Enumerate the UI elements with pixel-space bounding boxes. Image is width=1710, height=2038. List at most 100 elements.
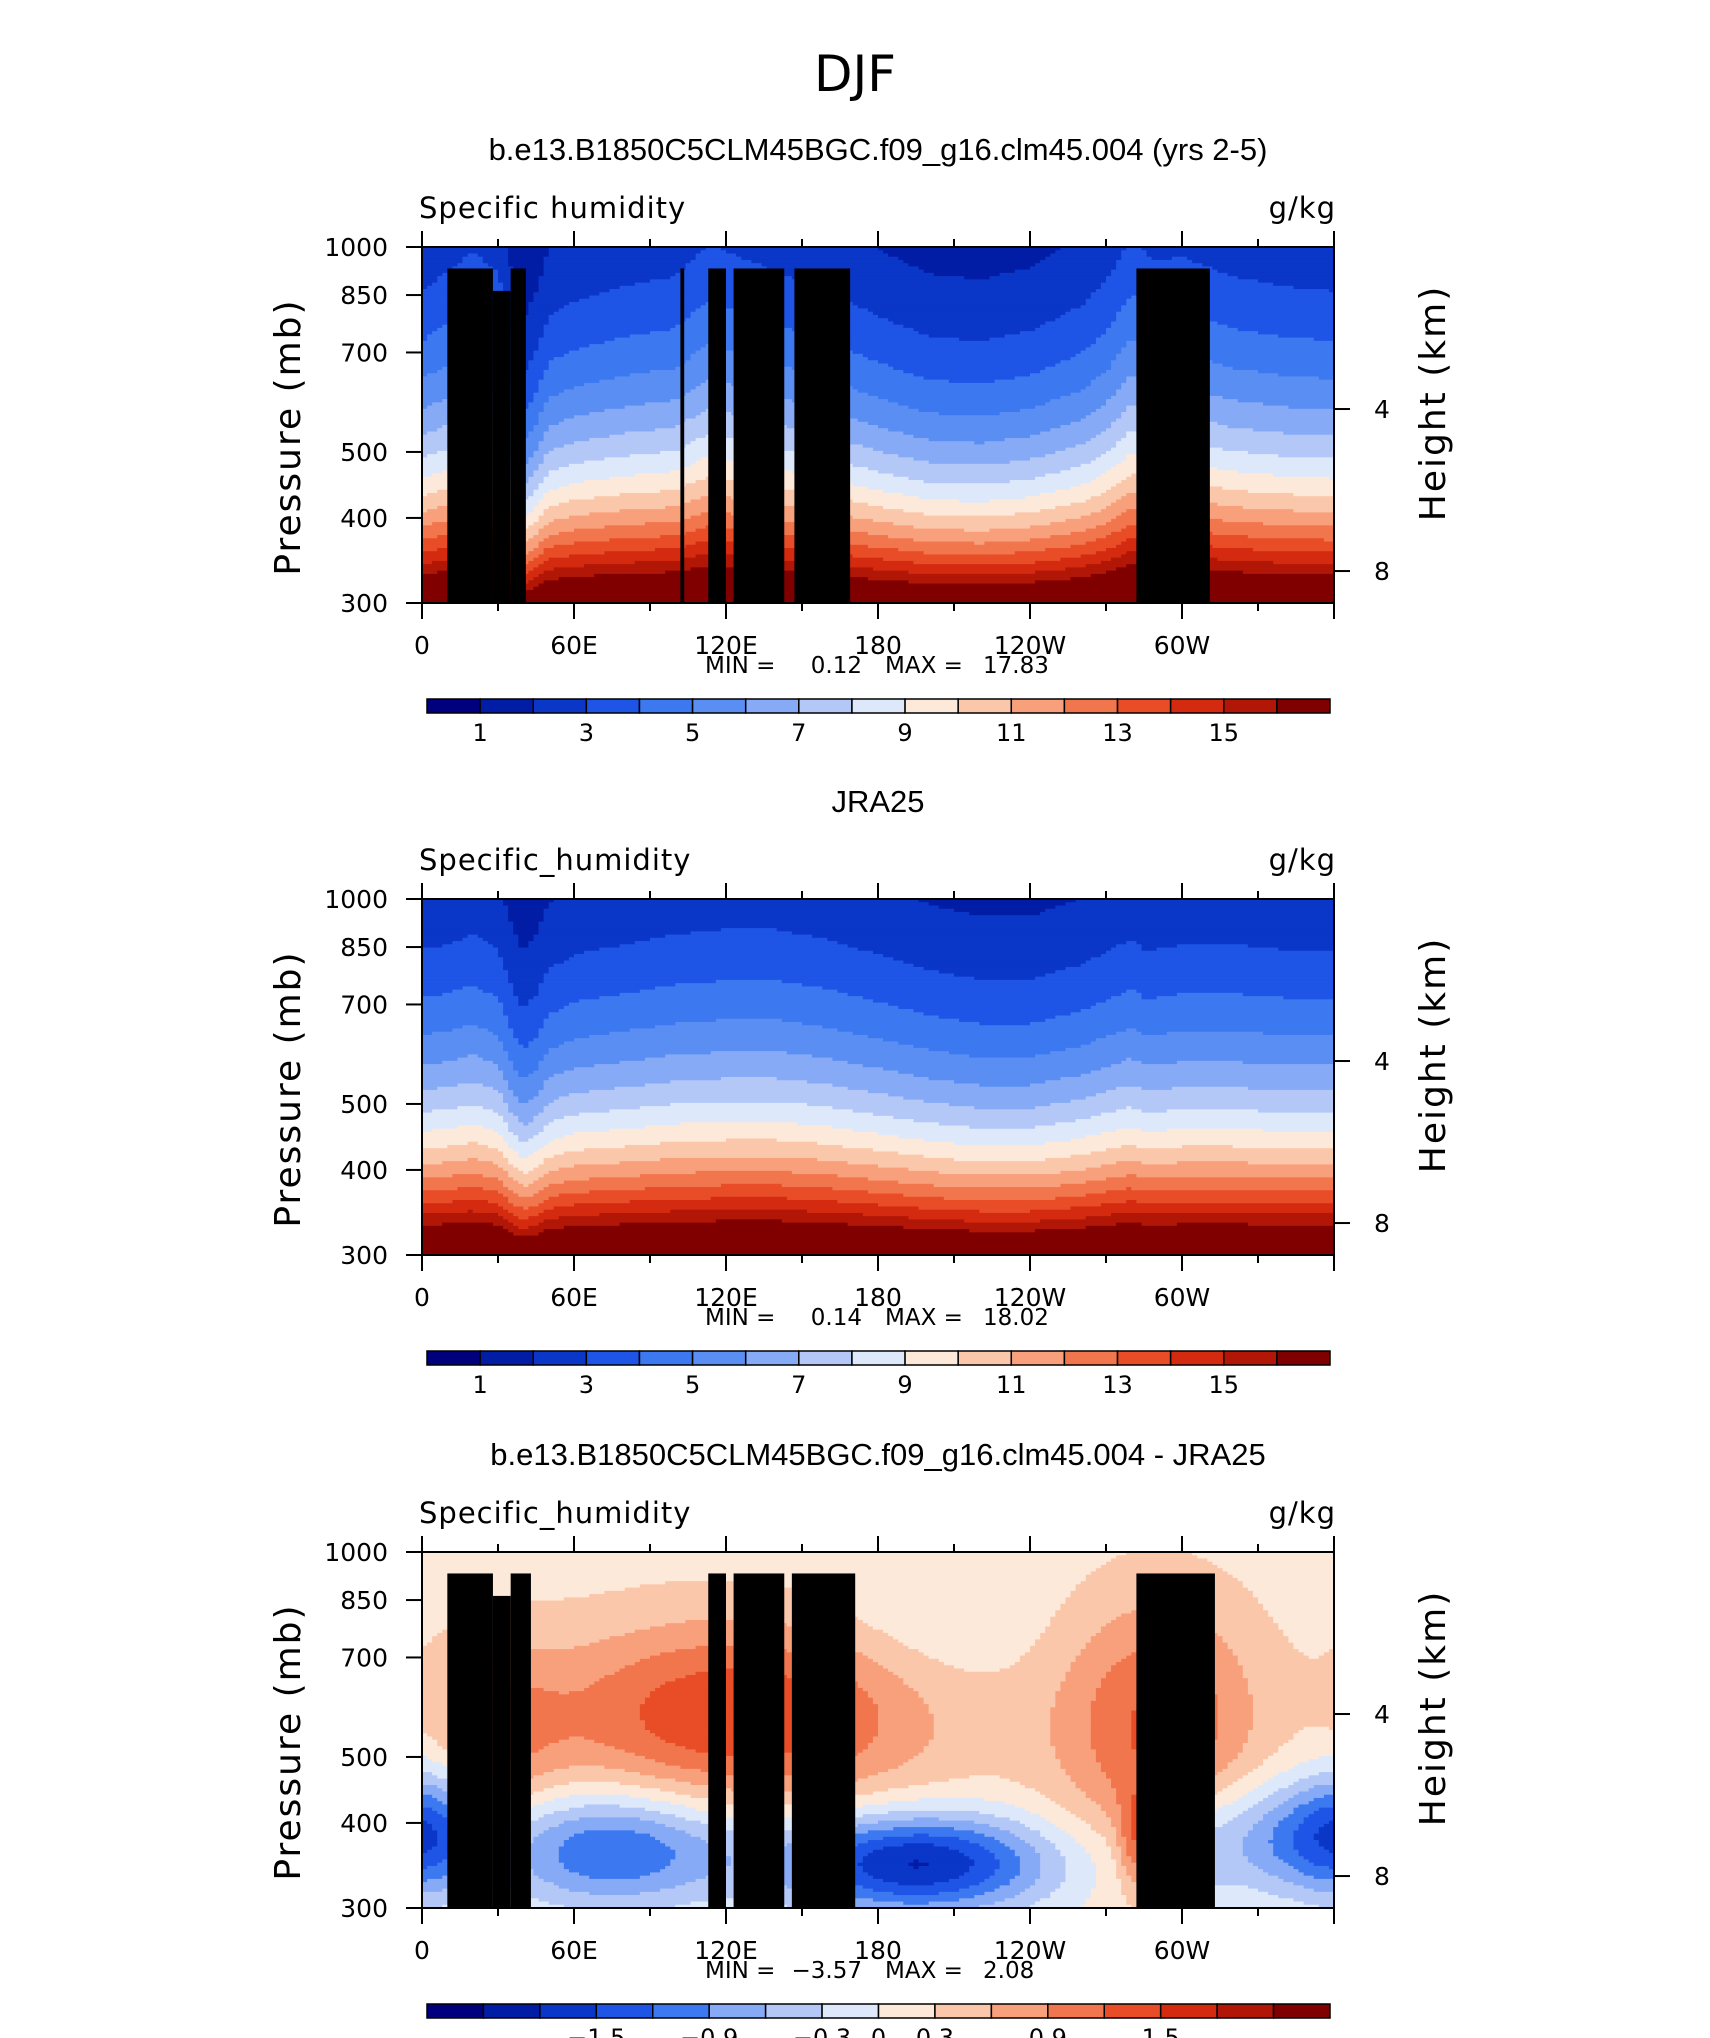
panels: b.e13.B1850C5CLM45BGC.f09_g16.clm45.004 … (268, 132, 1454, 2038)
chart-title: JRA25 (831, 784, 924, 819)
terrain-block (733, 1573, 785, 1908)
colorbar-label: 7 (791, 1371, 806, 1399)
colorbar-box (1276, 698, 1331, 714)
y-axis-title: Pressure (mb) (268, 950, 309, 1227)
chart-title: b.e13.B1850C5CLM45BGC.f09_g16.clm45.004 … (489, 132, 1268, 167)
colorbar-box (904, 698, 959, 714)
max-label: MAX = (885, 1958, 963, 1984)
colorbar-label: 11 (996, 719, 1027, 747)
colorbar-box (691, 1350, 747, 1366)
x-tick-label: 0 (414, 1936, 430, 1965)
terrain-block (492, 290, 511, 603)
colorbar-box (1169, 1350, 1225, 1366)
colorbar-box (934, 2003, 993, 2019)
terrain-block (680, 268, 685, 603)
colorbar-box (1116, 1350, 1172, 1366)
y-tick-label: 700 (340, 1643, 388, 1672)
x-tick-label: 180 (854, 631, 902, 660)
page-title: DJF (814, 45, 896, 103)
terrain-block (794, 268, 851, 603)
colorbar-box (1272, 2003, 1331, 2019)
y-tick-label: 500 (340, 1743, 388, 1772)
y-tick-label: 400 (340, 1809, 388, 1838)
colorbar-box (1223, 1350, 1278, 1366)
x-tick-label: 120E (694, 1283, 758, 1312)
colorbar-box (426, 698, 481, 714)
colorbar-box (904, 1350, 959, 1366)
terrain-block (492, 1595, 511, 1908)
x-tick-label: 120E (694, 631, 758, 660)
terrain-block (1136, 1573, 1215, 1908)
colorbar: 1 3 5 7 9 11 13 15 (426, 698, 1331, 747)
colorbar-box (479, 1350, 534, 1366)
colorbar-label: −0.9 (680, 2024, 738, 2038)
y-tick-label: 400 (340, 504, 388, 533)
y2-tick-label: 8 (1374, 1209, 1390, 1238)
colorbar-box (638, 1350, 694, 1366)
y2-tick-label: 4 (1374, 395, 1390, 424)
chart-panel-3: b.e13.B1850C5CLM45BGC.f09_g16.clm45.004 … (268, 1437, 1454, 2038)
chart-panel-2: JRA25 Specific_humidity g/kg 0 60E 120E 180 120… (268, 784, 1454, 1399)
colorbar-box (851, 698, 906, 714)
y2-axis-title: Height (km) (1413, 1590, 1454, 1826)
y2-axis-title: Height (km) (1413, 285, 1454, 521)
max-label: MAX = (885, 1305, 963, 1331)
colorbar-box (1010, 1350, 1066, 1366)
colorbar-label: 3 (579, 1371, 594, 1399)
colorbar-box (585, 1350, 641, 1366)
colorbar-box (708, 2003, 767, 2019)
chart-title: b.e13.B1850C5CLM45BGC.f09_g16.clm45.004 … (490, 1437, 1265, 1472)
colorbar-box (990, 2003, 1049, 2019)
colorbar-label: 13 (1102, 1371, 1133, 1399)
x-tick-label: 120W (994, 631, 1066, 660)
colorbar-label: 1 (472, 1371, 487, 1399)
colorbar-box (1169, 698, 1225, 714)
y-tick-label: 700 (340, 338, 388, 367)
y-tick-label: 400 (340, 1156, 388, 1185)
colorbar-label: 15 (1208, 1371, 1239, 1399)
y2-tick-label: 4 (1374, 1047, 1390, 1076)
colorbar-label: 7 (791, 719, 806, 747)
x-tick-label: 180 (854, 1283, 902, 1312)
colorbar-label: 15 (1208, 719, 1239, 747)
max-value: 18.02 (983, 1305, 1049, 1331)
colorbar-box (691, 698, 747, 714)
colorbar-box (1159, 2003, 1218, 2019)
colorbar-box (821, 2003, 880, 2019)
y-tick-label: 500 (340, 1090, 388, 1119)
colorbar-box (1063, 1350, 1119, 1366)
min-value: 0.12 (811, 653, 862, 679)
y-tick-label: 300 (340, 589, 388, 618)
x-tick-label: 120W (994, 1936, 1066, 1965)
x-tick-label: 60E (550, 631, 598, 660)
max-value: 2.08 (983, 1958, 1034, 1984)
colorbar-box (479, 698, 534, 714)
y-tick-label: 300 (340, 1894, 388, 1923)
terrain-block (510, 1573, 531, 1908)
terrain-block (733, 268, 785, 603)
colorbar-label: 3 (579, 719, 594, 747)
colorbar-box (539, 2003, 598, 2019)
y-tick-label: 300 (340, 1241, 388, 1270)
units-label: g/kg (1269, 1496, 1336, 1530)
y-tick-label: 1000 (324, 885, 388, 914)
colorbar-label: 11 (996, 1371, 1027, 1399)
units-label: g/kg (1269, 191, 1336, 225)
colorbar-label: 9 (897, 1371, 912, 1399)
terrain-block (510, 268, 526, 603)
min-value: −3.57 (792, 1958, 862, 1984)
colorbar-label: 13 (1102, 719, 1133, 747)
colorbar-box (532, 1350, 588, 1366)
colorbar-box (595, 2003, 654, 2019)
colorbar-box (1103, 2003, 1162, 2019)
colorbar-box (1063, 698, 1119, 714)
colorbar-box (764, 2003, 823, 2019)
y-tick-label: 850 (340, 1586, 388, 1615)
colorbar-label: 1 (472, 719, 487, 747)
x-tick-label: 0 (414, 631, 430, 660)
colorbar-label: 9 (897, 719, 912, 747)
y2-tick-label: 8 (1374, 557, 1390, 586)
colorbar-label: 5 (685, 719, 700, 747)
y-tick-label: 500 (340, 438, 388, 467)
